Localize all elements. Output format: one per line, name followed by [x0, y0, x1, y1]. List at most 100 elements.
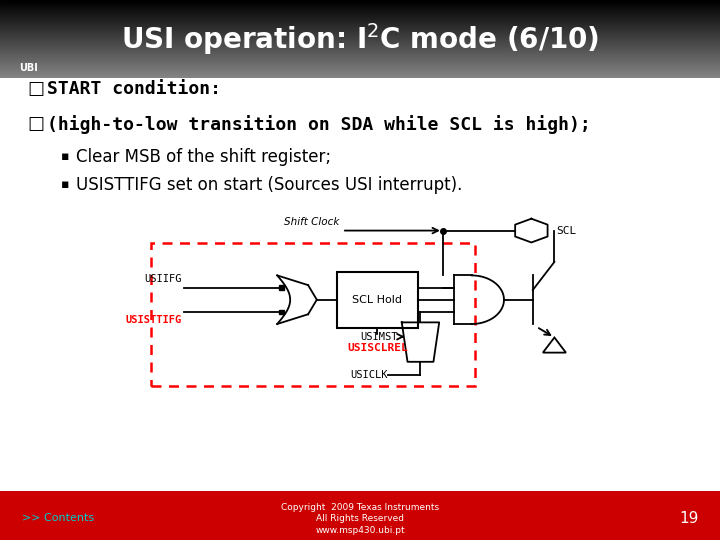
Bar — [0, 5, 720, 6]
Bar — [0, 61, 720, 62]
Bar — [0, 60, 720, 61]
Bar — [0, 62, 720, 63]
Bar — [0, 37, 720, 38]
Bar — [0, 38, 720, 39]
Bar — [0, 66, 720, 68]
Bar — [0, 19, 720, 21]
Text: START condition:: START condition: — [47, 80, 221, 98]
Bar — [0, 31, 720, 32]
Bar — [0, 76, 720, 77]
Bar — [0, 25, 720, 26]
Bar — [0, 69, 720, 70]
Bar — [0, 43, 720, 44]
Bar — [0, 11, 720, 12]
Bar — [0, 57, 720, 58]
Bar — [0, 18, 720, 19]
Bar — [0, 55, 720, 56]
Text: (high-to-low transition on SDA while SCL is high);: (high-to-low transition on SDA while SCL… — [47, 114, 590, 134]
Bar — [0, 8, 720, 9]
Bar — [0, 46, 720, 47]
Bar — [0, 6, 720, 7]
Bar — [0, 21, 720, 22]
Bar — [0, 56, 720, 57]
Bar — [0, 491, 720, 540]
Bar — [0, 23, 720, 24]
Bar — [0, 15, 720, 16]
Bar — [0, 44, 720, 45]
Text: Clear MSB of the shift register;: Clear MSB of the shift register; — [76, 147, 330, 166]
Bar — [0, 4, 720, 5]
Bar — [0, 58, 720, 59]
Text: SCL Hold: SCL Hold — [352, 295, 402, 305]
Text: USIMST: USIMST — [361, 332, 398, 342]
Bar — [0, 49, 720, 50]
Bar — [0, 77, 720, 78]
Bar — [0, 45, 720, 46]
Bar — [0, 9, 720, 10]
Bar — [0, 54, 720, 55]
Bar — [0, 63, 720, 64]
Bar — [0, 73, 720, 75]
Text: Copyright  2009 Texas Instruments: Copyright 2009 Texas Instruments — [281, 503, 439, 512]
Bar — [0, 26, 720, 28]
Bar — [279, 310, 284, 314]
Bar — [0, 52, 720, 53]
Text: USISTTIFG set on start (Sources USI interrupt).: USISTTIFG set on start (Sources USI inte… — [76, 176, 462, 194]
Text: www.msp430.ubi.pt: www.msp430.ubi.pt — [315, 526, 405, 535]
Bar — [0, 12, 720, 14]
Bar — [0, 70, 720, 71]
Bar — [0, 39, 720, 40]
Bar — [337, 272, 418, 328]
Bar — [0, 51, 720, 52]
Bar — [0, 30, 720, 31]
Bar — [0, 14, 720, 15]
Bar — [0, 47, 720, 48]
Bar — [0, 48, 720, 49]
Text: □: □ — [27, 80, 45, 98]
Text: USISCLREL: USISCLREL — [347, 343, 408, 353]
Bar — [0, 16, 720, 17]
Text: 19: 19 — [679, 511, 698, 526]
Bar — [0, 10, 720, 11]
Bar — [0, 22, 720, 23]
Bar — [0, 35, 720, 36]
Bar — [0, 59, 720, 60]
Bar — [0, 36, 720, 37]
Bar — [0, 29, 720, 30]
Bar — [0, 1, 720, 2]
Text: >> Contents: >> Contents — [22, 514, 94, 523]
Bar — [0, 28, 720, 29]
Text: All Rights Reserved: All Rights Reserved — [316, 514, 404, 523]
Bar — [0, 53, 720, 54]
Bar — [279, 285, 284, 289]
Bar — [0, 3, 720, 4]
Text: USIIFG: USIIFG — [144, 274, 181, 284]
Bar — [0, 75, 720, 76]
Text: USISTTIFG: USISTTIFG — [125, 315, 181, 325]
Text: □: □ — [27, 115, 45, 133]
Text: ▪: ▪ — [61, 150, 70, 163]
Bar — [0, 68, 720, 69]
Bar — [0, 24, 720, 25]
Bar — [0, 64, 720, 65]
Bar — [0, 40, 720, 42]
Bar — [0, 17, 720, 18]
Bar — [0, 2, 720, 3]
Bar — [0, 71, 720, 72]
Text: UBI: UBI — [19, 63, 38, 73]
Bar — [0, 78, 720, 497]
Text: SCL: SCL — [556, 226, 576, 235]
Text: Shift Clock: Shift Clock — [284, 217, 340, 227]
Text: ▪: ▪ — [61, 178, 70, 191]
Bar — [0, 32, 720, 33]
Bar — [0, 33, 720, 35]
Bar — [0, 0, 720, 1]
Bar — [0, 50, 720, 51]
Bar — [0, 72, 720, 73]
Text: USI operation: I$^2$C mode (6/10): USI operation: I$^2$C mode (6/10) — [121, 21, 599, 57]
Bar — [0, 65, 720, 66]
Text: USICLK: USICLK — [351, 370, 388, 380]
Bar — [0, 7, 720, 8]
Bar — [151, 243, 475, 386]
Bar — [0, 42, 720, 43]
